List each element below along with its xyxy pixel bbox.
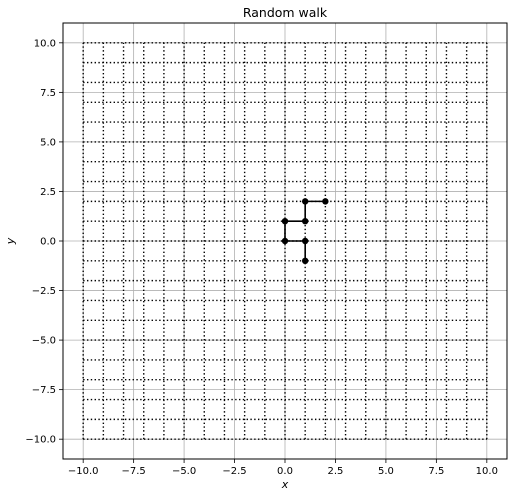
y-tick-label: −5.0 — [32, 336, 56, 347]
y-axis-label: y — [4, 237, 17, 245]
walk-point — [301, 257, 309, 265]
x-tick-label: −5.0 — [172, 466, 196, 477]
y-tick-label: 10.0 — [34, 38, 56, 49]
walk-point — [322, 198, 329, 205]
x-tick-label: 7.5 — [428, 466, 444, 477]
y-tick-label: 0.0 — [40, 237, 56, 248]
y-tick-label: −7.5 — [32, 385, 56, 396]
walk-path — [281, 198, 329, 265]
walk-point — [281, 237, 289, 245]
y-tick-label: 7.5 — [40, 88, 56, 99]
x-axis-label: x — [281, 478, 289, 491]
x-tick-label: 0.0 — [277, 466, 293, 477]
x-axis-ticks: −10.0 −7.5 −5.0 −2.5 0.0 2.5 5.0 7.5 10.0 — [68, 459, 498, 477]
y-axis-ticks: −10.0 −7.5 −5.0 −2.5 0.0 2.5 5.0 7.5 10.0 — [25, 38, 63, 446]
y-tick-label: −2.5 — [32, 286, 56, 297]
x-tick-label: 10.0 — [476, 466, 498, 477]
x-tick-label: 2.5 — [328, 466, 344, 477]
y-tick-label: 2.5 — [40, 187, 56, 198]
x-tick-label: 5.0 — [378, 466, 394, 477]
x-tick-label: −2.5 — [222, 466, 246, 477]
walk-point — [301, 217, 309, 225]
walk-point — [301, 198, 309, 205]
y-tick-label: 5.0 — [40, 137, 56, 148]
x-tick-label: −10.0 — [68, 466, 99, 477]
y-tick-label: −10.0 — [25, 435, 56, 446]
lattice-lines — [82, 42, 488, 440]
walk-point — [301, 237, 309, 245]
walk-point — [281, 217, 289, 225]
chart-title: Random walk — [243, 5, 328, 20]
x-tick-label: −7.5 — [121, 466, 145, 477]
